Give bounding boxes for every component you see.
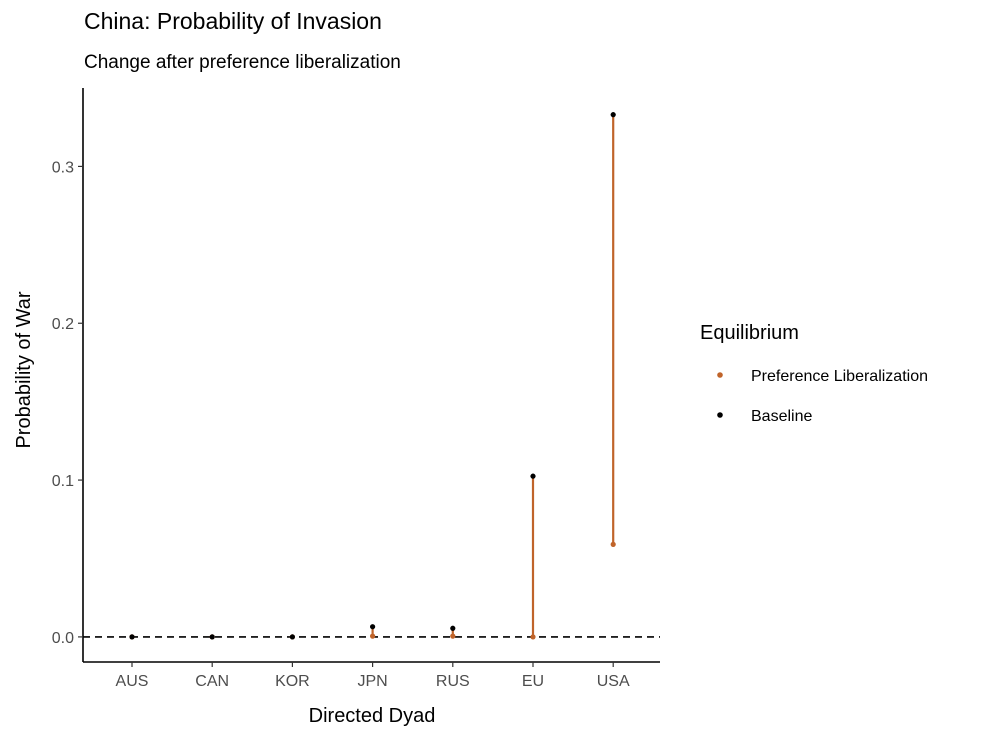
y-tick-label: 0.0 xyxy=(52,630,74,647)
baseline-point xyxy=(129,634,135,640)
liberalization-point xyxy=(530,634,536,640)
baseline-point xyxy=(610,112,616,118)
y-tick-label: 0.3 xyxy=(52,159,74,176)
x-tick-label: USA xyxy=(597,673,630,690)
baseline-point xyxy=(530,473,536,479)
baseline-point xyxy=(450,625,456,631)
x-tick-label: KOR xyxy=(275,673,310,690)
plot-area: 0.0 0.1 0.2 0.3 AUS CAN KOR JPN RUS EU USA xyxy=(52,88,660,690)
y-axis-title: Probability of War xyxy=(13,291,35,448)
x-axis-title: Directed Dyad xyxy=(309,705,436,727)
x-tick-label: CAN xyxy=(195,673,229,690)
liberalization-point xyxy=(450,633,456,639)
x-tick-label: AUS xyxy=(116,673,149,690)
liberalization-point xyxy=(610,541,616,547)
x-tick-label: RUS xyxy=(436,673,470,690)
legend-label: Baseline xyxy=(751,408,812,425)
legend-key xyxy=(717,372,723,378)
baseline-point xyxy=(289,634,295,640)
y-tick-label: 0.1 xyxy=(52,473,74,490)
baseline-point xyxy=(209,634,215,640)
chart-subtitle: Change after preference liberalization xyxy=(84,52,401,73)
x-tick-label: EU xyxy=(522,673,544,690)
liberalization-point xyxy=(370,633,376,639)
y-tick-label: 0.2 xyxy=(52,316,74,333)
legend: Equilibrium Preference Liberalization Bas… xyxy=(700,322,928,425)
chart-title: China: Probability of Invasion xyxy=(84,8,382,34)
legend-label: Preference Liberalization xyxy=(751,368,928,385)
baseline-point xyxy=(370,624,376,630)
x-tick-label: JPN xyxy=(357,673,387,690)
legend-title: Equilibrium xyxy=(700,322,799,344)
legend-key xyxy=(717,412,723,418)
